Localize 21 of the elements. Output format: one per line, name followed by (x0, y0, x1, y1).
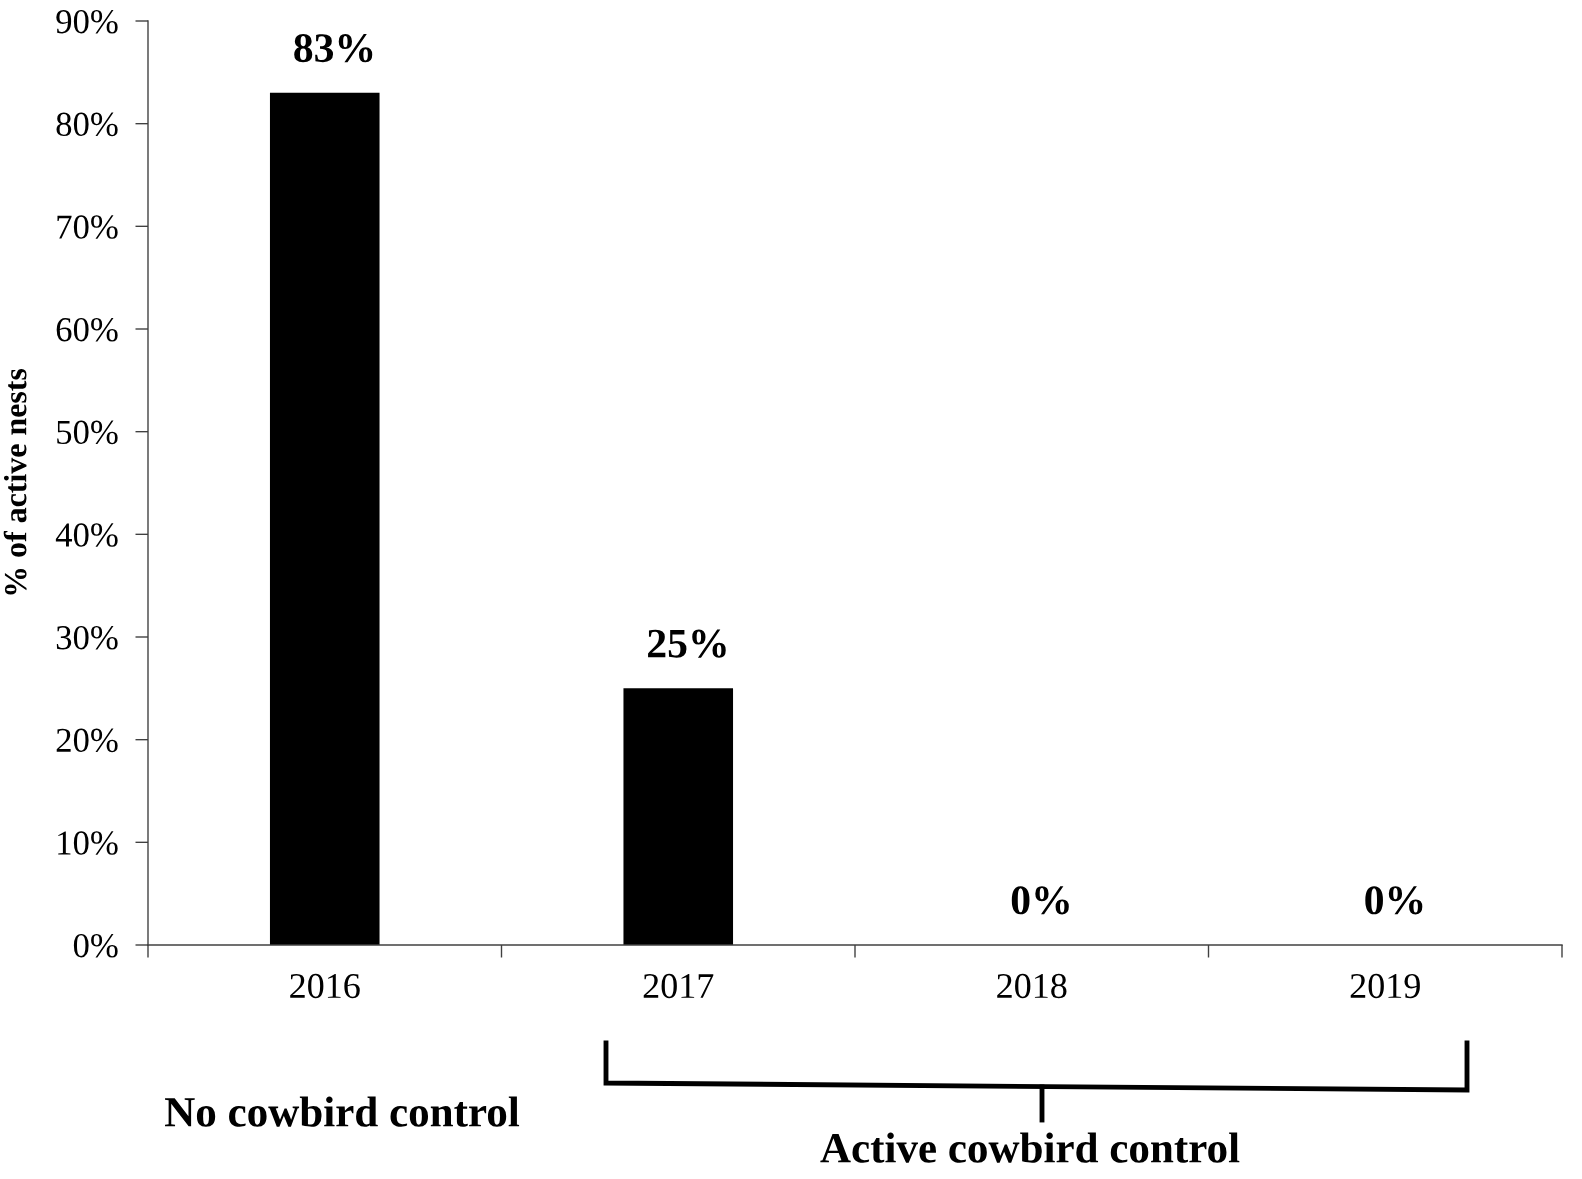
y-tick-label: 10% (58, 831, 118, 855)
data-label: 25% (648, 629, 726, 658)
text: Active cowbird control (820, 1132, 1240, 1163)
x-tick-label: 2017 (643, 973, 714, 999)
y-tick-label: 60% (56, 317, 118, 342)
y-tick-label: 50% (57, 420, 118, 445)
data-label: 0% (1365, 886, 1423, 915)
data-label: 0% (1011, 886, 1069, 915)
x-tick-label: 2016 (290, 973, 360, 999)
y-tick-label: 90% (56, 9, 118, 34)
x-tick-label: 2018 (997, 973, 1067, 999)
y-axis-title: % of active nests (3, 368, 27, 595)
y-tick-label: 80% (56, 112, 118, 137)
y-tick-label: 0% (73, 933, 118, 958)
data-label: 83% (294, 34, 373, 63)
y-tick-label: 70% (57, 215, 118, 239)
y-tick-label: 30% (56, 625, 118, 650)
y-tick-label: 20% (56, 728, 118, 753)
text: No cowbird control (165, 1096, 520, 1127)
y-tick-label: 40% (55, 523, 118, 547)
x-tick-label: 2019 (1350, 973, 1420, 999)
